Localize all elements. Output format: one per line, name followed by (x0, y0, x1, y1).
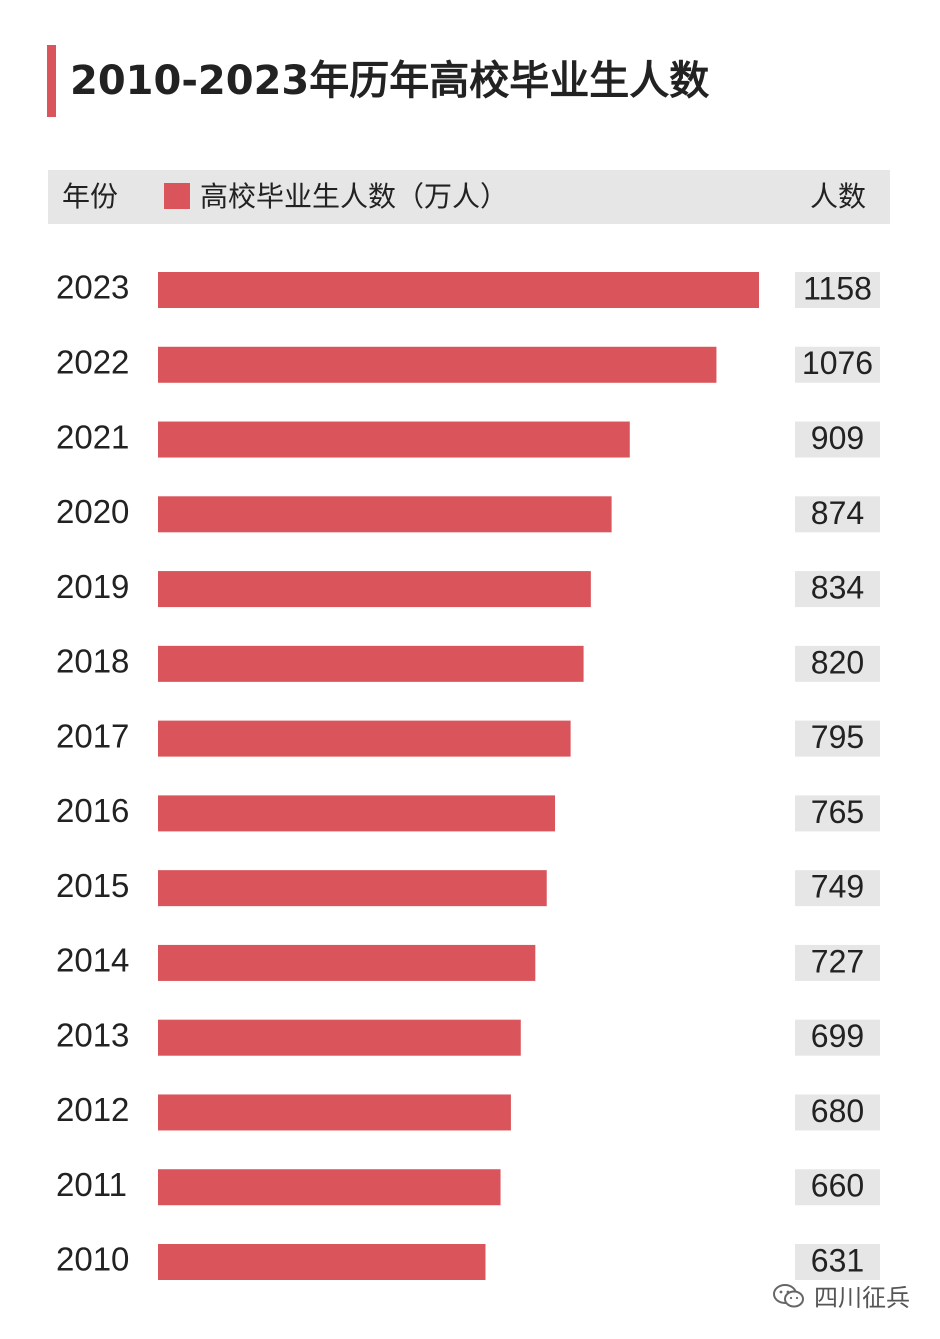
value-box (795, 1244, 880, 1280)
value-box (795, 272, 880, 308)
year-tick-label: 2011 (56, 1166, 127, 1203)
bar-2016 (158, 795, 556, 832)
value-box (795, 944, 880, 981)
source-watermark: 四川征兵 (772, 1278, 910, 1313)
year-tick-label: 2018 (56, 643, 129, 680)
year-tick-label: 2013 (56, 1016, 129, 1053)
value-box (795, 1094, 880, 1131)
bar-2011 (158, 1169, 501, 1206)
year-tick-label: 2014 (56, 942, 129, 979)
value-box (795, 1019, 880, 1056)
year-tick-label: 2012 (56, 1091, 129, 1128)
data-label: 820 (811, 644, 864, 680)
data-label: 699 (811, 1018, 864, 1054)
title-accent-bar (47, 45, 56, 117)
year-tick-label: 2015 (56, 867, 129, 904)
data-label: 1158 (803, 270, 872, 306)
bar-2012 (158, 1094, 511, 1131)
data-label: 765 (811, 794, 864, 830)
chart-title: 2010-2023年历年高校毕业生人数 (70, 58, 710, 104)
value-box (795, 795, 880, 832)
legend-swatch (164, 183, 190, 209)
bar-2013 (158, 1019, 521, 1056)
value-box (795, 645, 880, 682)
watermark-text: 四川征兵 (814, 1284, 910, 1312)
data-label: 680 (811, 1093, 864, 1129)
year-tick-label: 2023 (56, 269, 129, 306)
value-box (795, 346, 880, 383)
year-tick-label: 2021 (56, 418, 129, 455)
data-label: 1076 (802, 345, 873, 381)
data-label: 631 (811, 1242, 864, 1278)
value-box (795, 720, 880, 757)
bar-2015 (158, 870, 547, 907)
data-label: 795 (811, 719, 864, 755)
value-box (795, 870, 880, 907)
bar-2020 (158, 496, 612, 533)
year-tick-label: 2016 (56, 792, 129, 829)
bar-2014 (158, 944, 536, 981)
year-tick-label: 2019 (56, 568, 129, 605)
year-tick-label: 2022 (56, 343, 129, 380)
count-column-header: 人数 (809, 180, 866, 213)
bar-2022 (158, 346, 717, 383)
year-column-header: 年份 (62, 180, 119, 213)
value-box (795, 496, 880, 533)
data-label: 909 (811, 420, 864, 456)
value-box (795, 1169, 880, 1206)
value-box (795, 421, 880, 458)
year-tick-label: 2017 (56, 717, 129, 754)
bar-2017 (158, 720, 571, 757)
column-header-band: 年份 高校毕业生人数（万人） 人数 (48, 170, 890, 224)
data-label: 834 (811, 570, 864, 606)
legend-label: 高校毕业生人数（万人） (200, 180, 509, 213)
bar-2023 (158, 272, 759, 308)
value-box (795, 571, 880, 608)
data-label: 727 (811, 943, 864, 979)
data-label: 874 (811, 495, 864, 531)
year-tick-label: 2020 (56, 493, 129, 530)
data-label: 749 (811, 869, 864, 905)
bar-2021 (158, 421, 630, 458)
wechat-icon (773, 1283, 804, 1307)
data-label: 660 (811, 1168, 864, 1204)
bar-2010 (158, 1244, 486, 1280)
year-tick-label: 2010 (56, 1241, 129, 1278)
bar-2019 (158, 571, 591, 608)
bar-2018 (158, 645, 584, 682)
